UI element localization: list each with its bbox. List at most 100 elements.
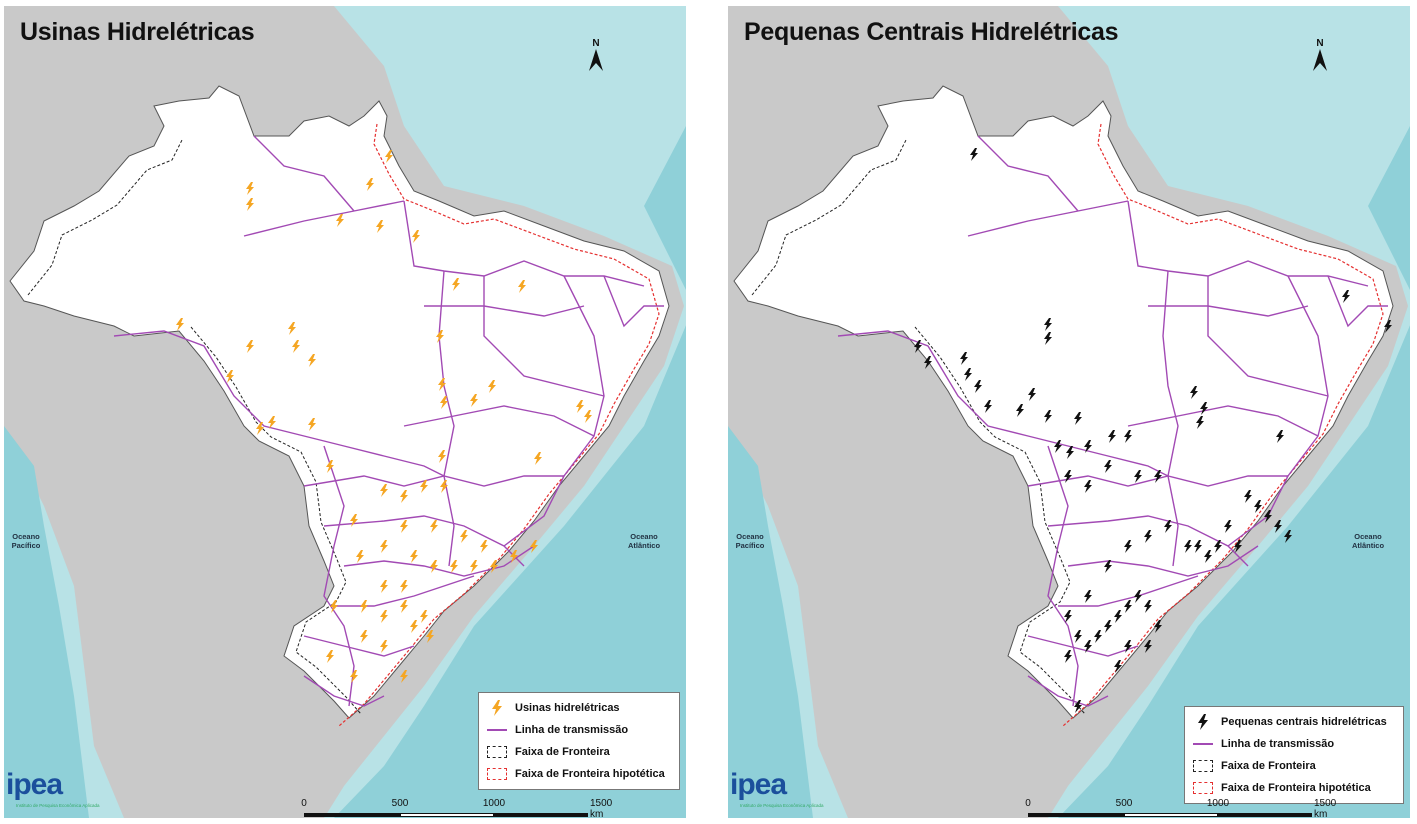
- scale-tick: 1500 km: [590, 798, 613, 818]
- transmission-line: [243, 200, 405, 237]
- hydro-plant-marker: [376, 220, 384, 233]
- hydro-plant-marker: [420, 480, 428, 493]
- hydro-plant-marker: [1064, 470, 1072, 483]
- red-dashed-box-symbol: [487, 768, 507, 780]
- hydro-plant-marker: [1144, 530, 1152, 543]
- north-arrow-icon: [589, 49, 603, 71]
- hydro-plant-marker: [960, 352, 968, 365]
- border-band-line: [914, 326, 1086, 715]
- transmission-line: [113, 330, 445, 477]
- legend-label: Faixa de Fronteira: [515, 746, 610, 758]
- hydro-plant-marker: [360, 600, 368, 613]
- hydro-plant-marker: [400, 490, 408, 503]
- hydro-plant-marker: [1276, 430, 1284, 443]
- hydro-plant-marker: [974, 380, 982, 393]
- hydro-plant-marker: [308, 418, 316, 431]
- black-dashed-box-symbol: [1193, 760, 1213, 772]
- hydro-plant-marker: [510, 550, 518, 563]
- hydro-plant-marker: [1124, 600, 1132, 613]
- hydro-plant-marker: [1124, 640, 1132, 653]
- north-arrow-icon: [1313, 49, 1327, 71]
- pacific-coast-water: [728, 426, 813, 818]
- hydro-plant-marker: [360, 630, 368, 643]
- transmission-line: [1148, 305, 1309, 317]
- legend-item-plants: Usinas hidrelétricas: [485, 697, 673, 719]
- map-panel-pch: Pequenas Centrais Hidrelétricas N Oceano…: [728, 6, 1410, 818]
- ocean-label-atlantic: Oceano Atlântico: [1351, 532, 1385, 550]
- hydro-plant-marker: [410, 620, 418, 633]
- transmission-line: [1127, 200, 1369, 287]
- hydro-plant-marker: [380, 610, 388, 623]
- hydro-plant-marker: [924, 356, 932, 369]
- logo-word: ipea: [6, 768, 63, 801]
- scale-bar-segment: [494, 813, 588, 817]
- hydro-plant-marker: [1064, 610, 1072, 623]
- logo-subtitle: Instituto de Pesquisa Econômica Aplicada: [740, 803, 824, 808]
- scale-tick: 500: [391, 798, 409, 809]
- hydro-plant-marker: [1084, 480, 1092, 493]
- hydro-plant-marker: [914, 340, 922, 353]
- hydro-plant-marker: [380, 580, 388, 593]
- transmission-line: [1327, 275, 1388, 328]
- hydro-plant-marker: [1200, 402, 1208, 415]
- brazil-territory: [733, 85, 1394, 719]
- hydro-plant-marker: [1134, 590, 1142, 603]
- hydro-plant-marker: [412, 230, 420, 243]
- hydro-plant-marker: [450, 560, 458, 573]
- hydro-plant-marker: [380, 484, 388, 497]
- hydro-plant-marker: [1094, 630, 1102, 643]
- map-panel-usinas: Usinas Hidrelétricas N Oceano Pacífico O…: [4, 6, 686, 818]
- map-title: Pequenas Centrais Hidrelétricas: [744, 18, 1119, 46]
- transmission-line: [323, 445, 355, 707]
- hydro-plant-marker: [470, 560, 478, 573]
- map-canvas: [728, 6, 1410, 818]
- legend-item-border-band: Faixa de Fronteira: [485, 741, 673, 763]
- hydro-plant-marker: [350, 514, 358, 527]
- hydro-plant-marker: [1084, 640, 1092, 653]
- scale-bar: 0 500 1000 1500 km: [300, 798, 632, 818]
- hydro-plant-marker: [1084, 590, 1092, 603]
- hydro-plant-marker: [452, 278, 460, 291]
- legend-label: Faixa de Fronteira hipotética: [1221, 782, 1371, 794]
- ocean-label-pacific: Oceano Pacífico: [11, 532, 41, 550]
- north-arrow: N: [584, 38, 608, 74]
- logo-subtitle: Instituto de Pesquisa Econômica Aplicada: [16, 803, 100, 808]
- hydro-plant-marker: [964, 368, 972, 381]
- hydro-plant-marker: [1204, 550, 1212, 563]
- legend-item-plants: Pequenas centrais hidrelétricas: [1191, 711, 1397, 733]
- hydro-plant-marker: [1154, 620, 1162, 633]
- brazil-territory: [9, 85, 670, 719]
- hydro-plant-marker: [436, 330, 444, 343]
- legend-label: Pequenas centrais hidrelétricas: [1221, 716, 1387, 728]
- north-label: N: [1316, 38, 1324, 49]
- border-band-line: [190, 326, 362, 715]
- hydro-plant-marker: [400, 580, 408, 593]
- legend-label: Faixa de Fronteira: [1221, 760, 1316, 772]
- hydro-plant-marker: [1342, 290, 1350, 303]
- hydro-plant-marker: [1190, 386, 1198, 399]
- hydro-plant-marker: [308, 354, 316, 367]
- hydro-plant-marker: [1074, 700, 1082, 713]
- hydro-plant-marker: [1164, 520, 1172, 533]
- scale-bar-segment: [1218, 813, 1312, 817]
- hydro-plant-marker: [438, 450, 446, 463]
- hydro-plant-marker: [584, 410, 592, 423]
- hydro-plant-marker: [1054, 440, 1062, 453]
- transmission-line: [1047, 515, 1249, 567]
- map-canvas: [4, 6, 686, 818]
- hydro-plant-marker: [246, 182, 254, 195]
- hydro-plant-marker: [440, 480, 448, 493]
- hydro-plant-marker: [400, 520, 408, 533]
- hydro-plant-marker: [288, 322, 296, 335]
- transmission-line: [424, 305, 585, 317]
- hydro-plant-marker: [984, 400, 992, 413]
- transmission-line: [303, 635, 415, 657]
- purple-line-symbol: [487, 729, 507, 731]
- transmission-line: [603, 275, 664, 328]
- transmission-line: [1047, 445, 1079, 707]
- ocean-label-pacific: Oceano Pacífico: [735, 532, 765, 550]
- ipea-logo: ipea Instituto de Pesquisa Econômica Apl…: [730, 768, 828, 816]
- hydro-plant-marker: [330, 600, 338, 613]
- transmission-line: [1067, 545, 1259, 577]
- transmission-line: [253, 135, 355, 212]
